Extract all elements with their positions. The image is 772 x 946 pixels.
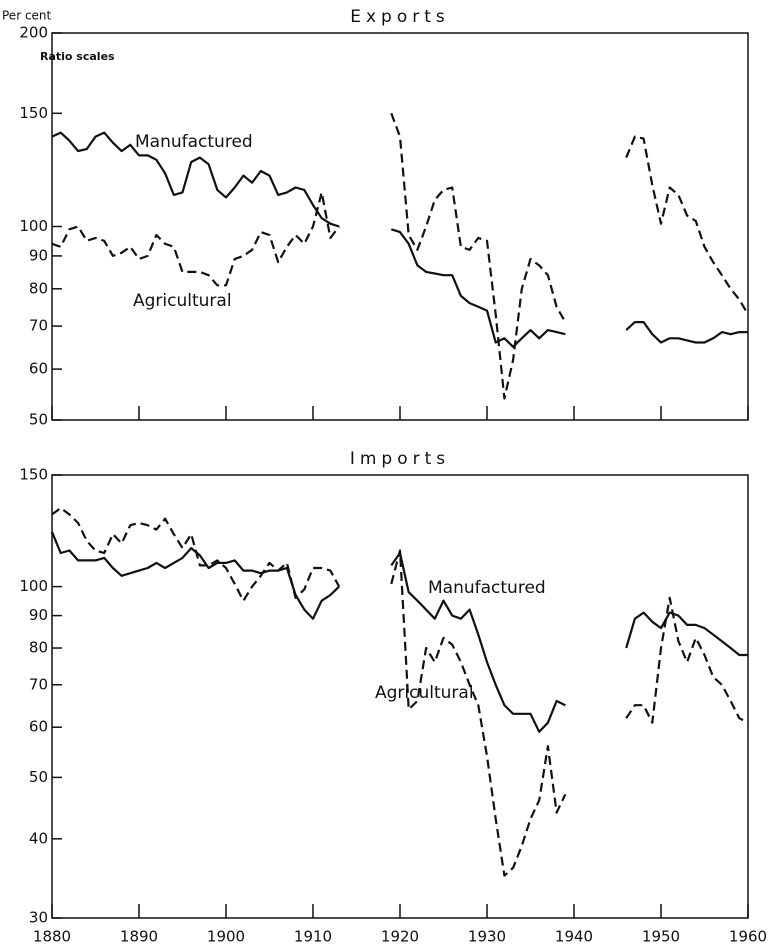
panel-title: Imports: [350, 449, 450, 469]
x-tick-label: 1910: [294, 928, 332, 946]
panel-title: Exports: [350, 7, 450, 27]
x-tick-label: 1930: [468, 928, 506, 946]
x-tick-label: 1920: [381, 928, 419, 946]
y-tick-label: 100: [19, 217, 48, 235]
y-tick-label: 70: [29, 675, 48, 693]
y-tick-label: 90: [29, 606, 48, 624]
y-tick-label: 200: [19, 24, 48, 42]
y-tick-label: 80: [29, 279, 48, 297]
y-tick-label: 60: [29, 360, 48, 378]
series-line: [51, 112, 749, 400]
series-line: [51, 131, 748, 348]
y-tick-label: 50: [29, 768, 48, 786]
x-tick-label: 1940: [555, 928, 593, 946]
y-tick-label: 40: [29, 829, 48, 847]
y-tick-label: 80: [29, 639, 48, 657]
annotation: Ratio scales: [40, 50, 115, 63]
y-tick-label: 100: [19, 577, 48, 595]
annotation: Agricultural: [133, 291, 232, 311]
y-tick-label: 90: [29, 246, 48, 264]
annotation: Manufactured: [428, 578, 546, 598]
x-tick-label: 1900: [207, 928, 245, 946]
y-tick-label: 70: [29, 317, 48, 335]
y-tick-label: 50: [29, 411, 48, 429]
x-tick-label: 1960: [729, 928, 767, 946]
y-axis-label: Per cent: [2, 9, 52, 23]
y-tick-label: 30: [29, 909, 48, 927]
x-tick-label: 1950: [642, 928, 680, 946]
x-tick-label: 1890: [120, 928, 158, 946]
y-tick-label: 60: [29, 718, 48, 736]
annotation: Manufactured: [135, 132, 253, 152]
annotation: Agricultural: [375, 683, 474, 703]
y-tick-label: 150: [19, 104, 48, 122]
series-line: [51, 507, 749, 877]
x-tick-label: 1880: [33, 928, 71, 946]
plot-frame: [51, 32, 749, 421]
y-tick-label: 150: [19, 466, 48, 484]
